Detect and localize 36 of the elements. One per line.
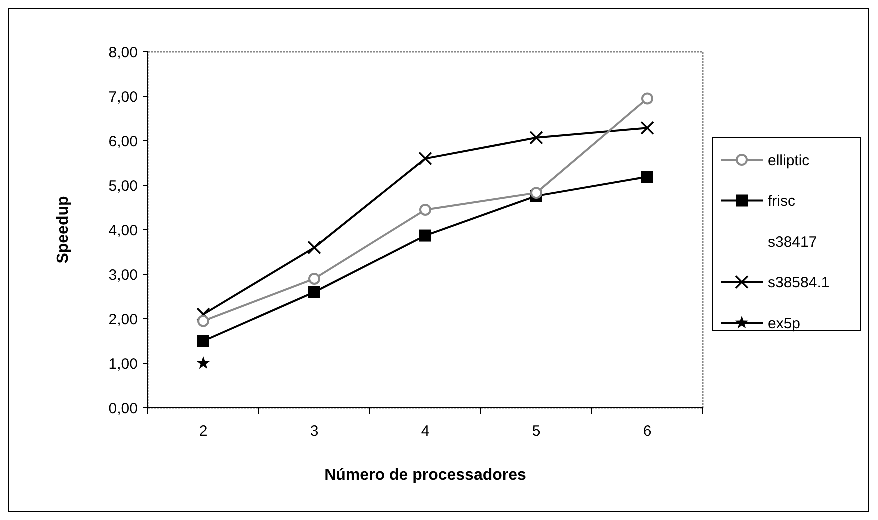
point	[640, 121, 654, 135]
point	[642, 171, 654, 184]
y-tick-label: 8,00	[108, 44, 138, 62]
text: s38417	[768, 234, 818, 251]
point	[196, 308, 210, 322]
x-tick-label: 6	[643, 423, 652, 440]
y-tick-label: 7,00	[108, 88, 138, 106]
point	[530, 130, 544, 145]
x-tick-label: 2	[199, 423, 208, 440]
point	[308, 286, 320, 298]
y-tick-label: 6,00	[108, 133, 138, 150]
y-tick-label: 0,00	[108, 400, 138, 418]
point	[308, 240, 322, 255]
y-tick-label: 1,00	[108, 356, 138, 373]
x-axis-title: Número de processadores	[324, 467, 527, 484]
point	[420, 230, 432, 242]
point	[530, 187, 542, 200]
x-tick-label: 4	[421, 423, 430, 440]
x-tick-label: 5	[532, 423, 541, 440]
point	[420, 204, 432, 216]
point	[418, 152, 432, 166]
point	[198, 315, 210, 328]
y-tick-label: 4,00	[108, 222, 138, 240]
y-tick-label: 3,00	[108, 266, 138, 284]
point	[198, 335, 210, 348]
point	[642, 92, 654, 105]
y-axis-title: Speedup	[55, 196, 72, 264]
legend-label: elliptic	[768, 152, 810, 170]
y-tick-label: 2,00	[108, 311, 138, 328]
point	[308, 272, 320, 285]
legend-label: ex5p	[768, 315, 801, 332]
legend-label: frisc	[768, 193, 796, 210]
legend-label: s38584.1	[768, 274, 830, 292]
point	[196, 356, 210, 370]
y-tick-label: 5,00	[108, 178, 138, 195]
x-tick-label: 3	[310, 423, 319, 440]
